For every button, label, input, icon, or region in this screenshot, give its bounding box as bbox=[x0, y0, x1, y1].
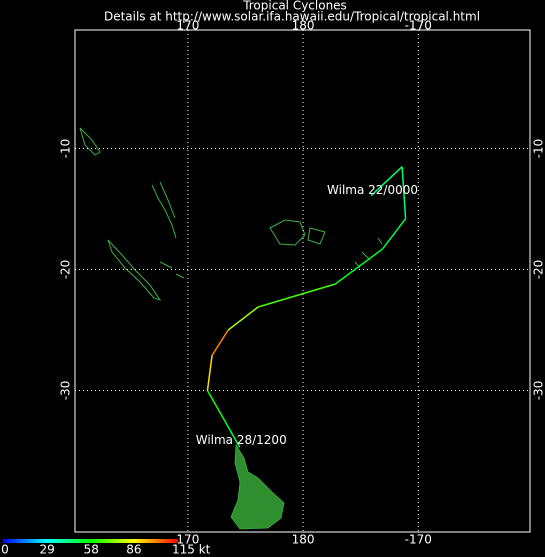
track-segment bbox=[206, 355, 213, 391]
vanuatu bbox=[151, 181, 177, 239]
solomon bbox=[79, 127, 101, 156]
track-label: Wilma 22/0000 bbox=[327, 183, 418, 197]
track-segment bbox=[381, 218, 407, 250]
colorbar-label: 115 kt bbox=[172, 543, 211, 557]
track-segment bbox=[370, 166, 403, 197]
y-tick-label: -10 bbox=[532, 139, 545, 159]
track bbox=[206, 166, 407, 448]
colorbar-label: 58 bbox=[84, 543, 99, 557]
labels: 170 170 180 180 -170 -170 -10 -10 -20 -20 -30 -30 Wi… bbox=[59, 19, 545, 547]
new-zealand bbox=[230, 443, 285, 530]
track-segment bbox=[206, 390, 226, 422]
x-tick-label: 170 bbox=[176, 533, 199, 547]
x-tick-label: 180 bbox=[292, 533, 315, 547]
track-segment bbox=[224, 420, 241, 448]
frame bbox=[74, 29, 531, 533]
x-tick-label: -170 bbox=[405, 533, 432, 547]
track-segment bbox=[211, 329, 229, 356]
x-tick-label: -170 bbox=[405, 19, 432, 33]
colorbar-gradient bbox=[3, 539, 178, 543]
y-tick-label: -30 bbox=[532, 381, 545, 401]
land bbox=[79, 127, 383, 530]
y-tick-label: -20 bbox=[532, 260, 545, 280]
track-label: Wilma 28/1200 bbox=[196, 433, 287, 447]
colorbar-label: 29 bbox=[39, 543, 54, 557]
subtitle: Details at http://www.solar.ifa.hawaii.e… bbox=[104, 10, 480, 24]
y-tick-label: -30 bbox=[59, 381, 73, 401]
track-segment bbox=[401, 166, 407, 219]
x-tick-label: 170 bbox=[176, 19, 199, 33]
track-segment bbox=[227, 306, 259, 331]
fiji bbox=[269, 219, 326, 246]
colorbar-label: 86 bbox=[126, 543, 141, 557]
x-tick-label: 180 bbox=[292, 19, 315, 33]
loyalty bbox=[159, 261, 185, 279]
y-tick-label: -10 bbox=[59, 139, 73, 159]
y-tick-label: -20 bbox=[59, 260, 73, 280]
colorbar: 0 29 58 86 115 kt bbox=[1, 539, 211, 557]
colorbar-label: 0 bbox=[1, 543, 9, 557]
title: Tropical Cyclones bbox=[242, 0, 347, 13]
track-segment bbox=[257, 283, 336, 308]
new-caledonia bbox=[107, 239, 162, 301]
track-segment bbox=[334, 248, 384, 285]
